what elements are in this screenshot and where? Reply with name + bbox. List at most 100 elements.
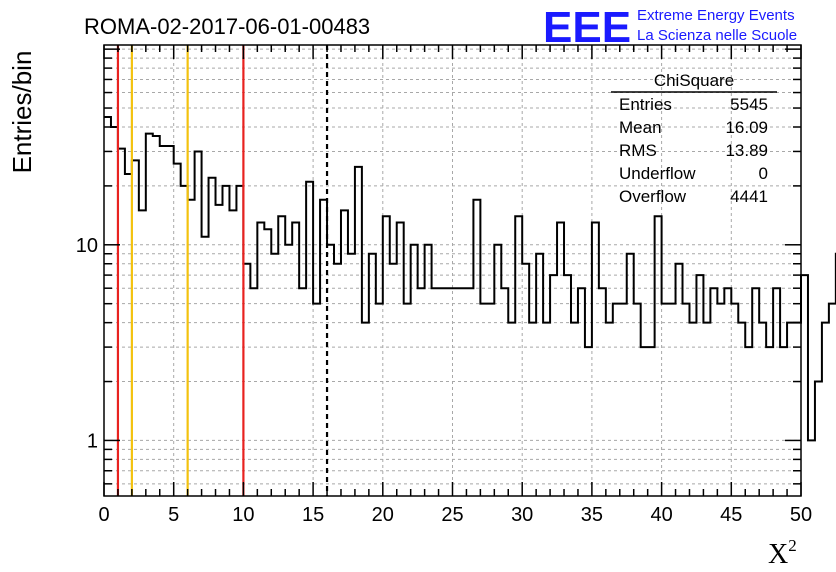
histogram-bin <box>362 323 369 496</box>
stats-value-mean: 16.09 <box>725 118 768 137</box>
histogram-bin <box>439 288 446 496</box>
histogram-bin <box>480 304 487 496</box>
histogram-bin <box>780 347 787 496</box>
histogram-bin <box>731 304 738 496</box>
histogram-bin <box>557 222 564 496</box>
y-axis-label: Entries/bin <box>7 51 37 174</box>
histogram-bin <box>613 304 620 496</box>
histogram-bin <box>139 210 146 496</box>
histogram-bin <box>404 304 411 496</box>
histogram-bin <box>341 210 348 496</box>
histogram-bin <box>683 304 690 496</box>
histogram-bin <box>299 288 306 496</box>
logo-line-1: Extreme Energy Events <box>637 7 795 24</box>
stats-label-entries: Entries <box>619 95 672 114</box>
histogram-bin <box>599 288 606 496</box>
histogram-bin <box>369 254 376 496</box>
histogram-bin <box>250 288 257 496</box>
x-tick-label: 50 <box>790 504 812 526</box>
histogram-bin <box>564 275 571 496</box>
histogram-bin <box>787 323 794 496</box>
histogram-bin <box>432 288 439 496</box>
logo-line-2: La Scienza nelle Scuole <box>637 27 797 44</box>
histogram-bin <box>536 254 543 496</box>
histogram-bin <box>390 264 397 496</box>
reference-lines <box>116 45 329 496</box>
histogram-bin <box>167 146 174 496</box>
x-axis-label: X2 <box>768 536 797 570</box>
histogram-bin <box>808 440 815 496</box>
histogram-bin <box>689 323 696 496</box>
axes: 0 5 10 15 20 25 30 35 40 45 50 1 10 <box>76 44 812 526</box>
histogram-bin <box>655 216 662 496</box>
histogram-bin <box>822 323 829 496</box>
histogram-bin <box>146 134 153 496</box>
histogram-bin <box>669 304 676 496</box>
x-tick-label: 5 <box>168 504 179 526</box>
histogram-bin <box>759 323 766 496</box>
y-tick-label: 10 <box>76 235 98 257</box>
histogram-bin <box>710 288 717 496</box>
histogram-bin <box>717 304 724 496</box>
histogram-bin <box>766 347 773 496</box>
histogram-bin <box>229 210 236 496</box>
stats-value-overflow: 4441 <box>730 187 768 206</box>
histogram-bin <box>306 182 313 496</box>
stats-label-mean: Mean <box>619 118 662 137</box>
histogram-bin <box>571 323 578 496</box>
histogram-bin <box>620 304 627 496</box>
histogram-bin <box>285 245 292 496</box>
histogram-bin <box>459 288 466 496</box>
histogram-bin <box>801 275 808 496</box>
histogram-bin <box>453 288 460 496</box>
histogram-bin <box>334 264 341 496</box>
histogram-bin <box>446 288 453 496</box>
histogram-bin <box>425 245 432 496</box>
histogram-bin <box>501 288 508 496</box>
histogram-bin <box>348 254 355 496</box>
histogram-bin <box>487 304 494 496</box>
histogram-bin <box>550 275 557 496</box>
histogram-bin <box>153 136 160 496</box>
stats-label-underflow: Underflow <box>619 164 696 183</box>
x-tick-label: 0 <box>98 504 109 526</box>
x-tick-label: 10 <box>232 504 254 526</box>
histogram-bin <box>278 216 285 496</box>
histogram-bin <box>292 222 299 496</box>
stats-label-rms: RMS <box>619 141 657 160</box>
x-tick-label: 20 <box>372 504 394 526</box>
histogram-bin <box>473 200 480 496</box>
histogram-bin <box>174 164 181 496</box>
histogram-bin <box>271 254 278 496</box>
x-tick-label: 25 <box>441 504 463 526</box>
histogram-bin <box>724 288 731 496</box>
histogram-bin <box>397 222 404 496</box>
histogram-bin <box>578 288 585 496</box>
stats-value-entries: 5545 <box>730 95 768 114</box>
histogram-bin <box>738 323 745 496</box>
histogram-bin <box>195 151 202 496</box>
x-tick-label: 45 <box>720 504 742 526</box>
histogram-bin <box>104 117 111 496</box>
histogram-bin <box>209 178 216 496</box>
histogram-bin <box>696 275 703 496</box>
histogram-bin <box>773 288 780 496</box>
histogram-bin <box>543 323 550 496</box>
histogram-bin <box>641 347 648 496</box>
histogram-bin <box>676 264 683 496</box>
histogram-bin <box>264 229 271 496</box>
histogram-bin <box>627 254 634 496</box>
histogram-bin <box>222 186 229 496</box>
histogram-bin <box>494 245 501 496</box>
y-tick-label: 1 <box>87 430 98 452</box>
eee-logo: EEE Extreme Energy Events La Scienza nel… <box>543 3 797 52</box>
histogram-bin <box>606 323 613 496</box>
histogram-bin <box>376 304 383 496</box>
histogram-bin <box>815 382 822 496</box>
histogram-bin <box>466 288 473 496</box>
x-tick-label: 30 <box>511 504 533 526</box>
x-tick-label: 40 <box>650 504 672 526</box>
histogram-bin <box>829 304 836 496</box>
histogram-bin <box>313 304 320 496</box>
